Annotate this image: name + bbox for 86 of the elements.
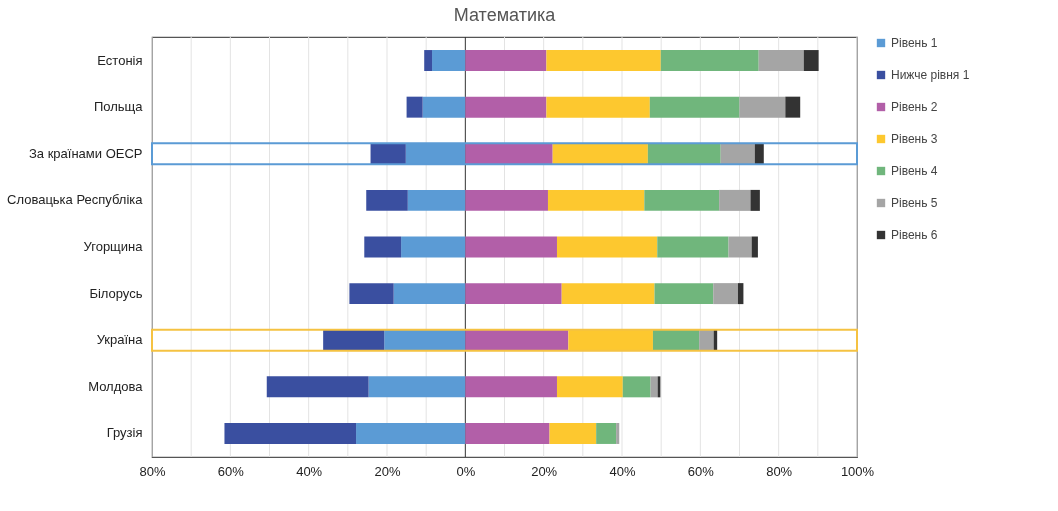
y-tick-label: За країнами ОЕСР <box>28 145 143 161</box>
legend-label: Рівень 2 <box>891 100 938 114</box>
bar <box>349 283 394 305</box>
bar <box>652 329 700 351</box>
y-tick-label: Угорщина <box>83 239 144 254</box>
x-tick-label: 100% <box>840 463 875 479</box>
bar <box>750 189 760 211</box>
bar <box>356 422 466 444</box>
bar <box>465 50 547 72</box>
bar <box>713 283 738 305</box>
bar <box>368 376 466 398</box>
bar <box>654 283 714 305</box>
bar <box>549 422 597 444</box>
bar <box>424 50 433 72</box>
bar <box>657 236 729 258</box>
bar <box>758 50 804 72</box>
bar <box>647 143 721 165</box>
bar <box>422 96 466 118</box>
bar <box>556 236 658 258</box>
bar <box>699 329 714 351</box>
bar <box>407 189 466 211</box>
bar <box>323 329 385 351</box>
bar <box>546 50 661 72</box>
bar <box>465 422 550 444</box>
x-tick-label: 80% <box>766 463 793 479</box>
legend-label: Рівень 3 <box>891 132 938 146</box>
x-tick-label: 20% <box>374 463 401 479</box>
bar <box>224 422 357 444</box>
bar <box>803 50 819 72</box>
bar <box>465 376 557 398</box>
legend-label: Рівень 5 <box>891 196 938 210</box>
bar <box>739 96 786 118</box>
legend-label: Рівень 1 <box>891 36 938 50</box>
bar <box>366 189 408 211</box>
bar <box>556 376 623 398</box>
y-tick-label: Грузія <box>106 425 143 441</box>
bar <box>650 376 658 398</box>
bar <box>754 143 764 165</box>
x-tick-label: 40% <box>609 463 636 479</box>
x-tick-label: 60% <box>687 463 715 479</box>
y-tick-label: Україна <box>96 332 144 348</box>
y-tick-label: Естонія <box>97 52 143 68</box>
bar <box>465 189 548 211</box>
bar <box>547 189 645 211</box>
legend-label: Рівень 4 <box>891 164 938 178</box>
y-tick-label: Польща <box>93 99 144 115</box>
bar <box>561 283 655 305</box>
bar <box>465 236 557 258</box>
bar <box>465 143 553 165</box>
bar <box>401 236 466 258</box>
bar <box>432 50 466 72</box>
chart-title: Математика <box>453 4 557 25</box>
y-tick-label: Білорусь <box>89 285 143 301</box>
bar <box>751 236 758 258</box>
x-tick-label: 0% <box>456 463 476 479</box>
x-tick-label: 60% <box>217 463 245 479</box>
bar <box>622 376 651 398</box>
bar <box>384 329 466 351</box>
y-tick-label: Словацька Республіка <box>7 192 144 208</box>
y-tick-label: Молдова <box>88 378 144 394</box>
bar <box>644 189 720 211</box>
bar <box>406 96 423 118</box>
x-tick-label: 40% <box>296 463 323 479</box>
x-tick-label: 20% <box>531 463 558 479</box>
legend-label: Нижче рівня 1 <box>891 68 970 82</box>
bar <box>649 96 740 118</box>
bar <box>737 283 744 305</box>
bar <box>465 96 547 118</box>
bar <box>719 189 751 211</box>
bar <box>596 422 617 444</box>
bar <box>616 422 620 444</box>
bar <box>552 143 648 165</box>
bar <box>465 329 569 351</box>
bar <box>393 283 466 305</box>
bar <box>546 96 650 118</box>
x-tick-label: 80% <box>139 463 166 479</box>
legend-label: Рівень 6 <box>891 228 938 242</box>
bar <box>364 236 402 258</box>
bar <box>660 50 759 72</box>
bar <box>720 143 755 165</box>
bar <box>370 143 406 165</box>
bar <box>568 329 653 351</box>
bar <box>266 376 369 398</box>
bar <box>785 96 801 118</box>
bar <box>728 236 752 258</box>
bar <box>465 283 562 305</box>
